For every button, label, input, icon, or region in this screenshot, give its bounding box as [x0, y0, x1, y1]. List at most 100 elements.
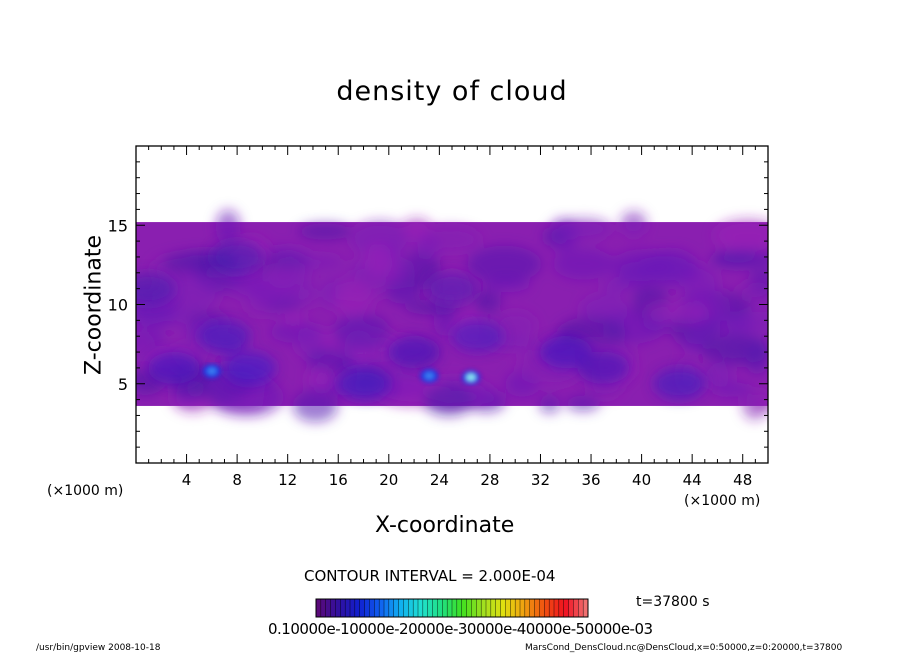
x-tick-label: 4 — [182, 471, 192, 489]
colorbar-cell — [456, 598, 463, 618]
texture-blob — [713, 219, 768, 252]
texture-blob — [474, 290, 502, 314]
density-field — [136, 209, 768, 423]
texture-blob — [306, 367, 335, 388]
y-axis: 5 10 15 — [108, 161, 768, 448]
convective-patch — [388, 336, 441, 369]
x-tick-label: 24 — [430, 471, 449, 489]
x-tick-label: 48 — [733, 471, 752, 489]
colorbar-cell — [374, 598, 380, 618]
colorbar-cell — [349, 598, 356, 618]
texture-blob — [742, 390, 768, 420]
colorbar-cell — [335, 598, 341, 618]
time-label: t=37800 s — [636, 594, 710, 610]
colorbar-cell — [519, 598, 526, 618]
colorbar-cell — [325, 598, 332, 618]
colorbar-labels: 0.10000e-10000e-20000e-30000e-40000e-500… — [268, 620, 653, 638]
texture-blob — [553, 248, 615, 280]
texture-blob — [333, 281, 373, 318]
colorbar-frame — [315, 598, 589, 618]
convective-patch — [136, 272, 175, 305]
texture-blob — [494, 311, 537, 339]
texture-blob — [620, 211, 647, 237]
x-tick-label: 40 — [632, 471, 651, 489]
x-tick-label: 20 — [379, 471, 398, 489]
colorbar-cell — [403, 598, 409, 618]
x-tick-label: 16 — [329, 471, 348, 489]
colorbar-cell — [558, 598, 565, 618]
texture-blob — [746, 340, 768, 375]
x-axis-label: X-coordinate — [375, 513, 515, 538]
colorbar-cell — [553, 598, 560, 618]
colorbar-cell — [364, 598, 370, 618]
colorbar-cell — [510, 598, 516, 618]
texture-blob — [251, 281, 279, 303]
bright-cell-core — [206, 367, 217, 376]
texture-blob — [610, 249, 675, 282]
colorbar-cell — [354, 598, 361, 618]
colorbar-cell — [573, 598, 579, 618]
colorbar-cell — [476, 598, 482, 618]
convective-patch — [539, 336, 592, 369]
convective-patch — [223, 351, 276, 384]
texture-blob — [297, 288, 318, 307]
texture-blob — [363, 243, 394, 278]
footer-left: /usr/bin/gpview 2008-10-18 — [36, 643, 161, 653]
colorbar — [315, 598, 589, 618]
footer-right: MarsCond_DensCloud.nc@DensCloud,x=0:5000… — [525, 643, 843, 653]
colorbar-cell — [412, 598, 419, 618]
x-unit-right: (×1000 m) — [684, 493, 761, 509]
convective-patch — [426, 272, 478, 305]
contour-interval: CONTOUR INTERVAL = 2.000E-04 — [304, 567, 556, 585]
texture-blob — [702, 361, 734, 389]
texture-blob — [385, 279, 420, 304]
x-unit-left: (×1000 m) — [47, 483, 124, 499]
colorbar-cell — [359, 598, 366, 618]
x-tick-label: 28 — [480, 471, 499, 489]
convective-patch — [653, 367, 706, 400]
colorbar-cell — [398, 598, 404, 618]
texture-blob — [136, 330, 156, 366]
colorbar-cell — [393, 598, 400, 618]
convective-regions — [136, 240, 706, 400]
colorbar-cell — [461, 598, 468, 618]
colorbar-cell — [330, 598, 336, 618]
x-tick-label: 44 — [683, 471, 702, 489]
colorbar-cell — [485, 598, 492, 618]
colorbar-cell — [534, 598, 540, 618]
x-tick-label: 32 — [531, 471, 550, 489]
x-tick-label: 36 — [581, 471, 600, 489]
colorbar-cell — [422, 598, 429, 618]
colorbar-cell — [388, 598, 395, 618]
convective-patch — [577, 351, 630, 384]
convective-patch — [337, 367, 390, 400]
texture-blob — [422, 384, 475, 417]
convective-patch — [451, 320, 504, 353]
colorbar-cell — [563, 598, 570, 618]
colorbar-cell — [544, 598, 550, 618]
colorbar-cell — [466, 598, 472, 618]
colorbar-cell — [480, 598, 487, 618]
colorbar-cell — [320, 598, 327, 618]
colorbar-cell — [490, 598, 497, 618]
texture-blob — [710, 249, 768, 269]
x-tick-label: 12 — [278, 471, 297, 489]
colorbar-cell — [378, 598, 385, 618]
colorbar-cell — [495, 598, 502, 618]
colorbar-cell — [578, 598, 584, 618]
colorbar-cell — [383, 598, 390, 618]
chart-title: density of cloud — [336, 76, 568, 107]
x-axis: 4 8 12 16 20 24 28 32 36 40 44 48 — [148, 146, 756, 489]
bright-cells — [202, 364, 480, 385]
convective-patch — [211, 240, 264, 273]
colorbar-cell — [524, 598, 531, 618]
texture-blob — [374, 369, 428, 400]
y-tick-label: 5 — [118, 375, 128, 394]
x-tick-label: 8 — [232, 471, 242, 489]
colorbar-cell — [529, 598, 536, 618]
colorbar-cell — [344, 598, 351, 618]
texture-blob — [414, 233, 441, 260]
colorbar-cell — [514, 598, 521, 618]
bright-cell-core — [424, 371, 435, 380]
